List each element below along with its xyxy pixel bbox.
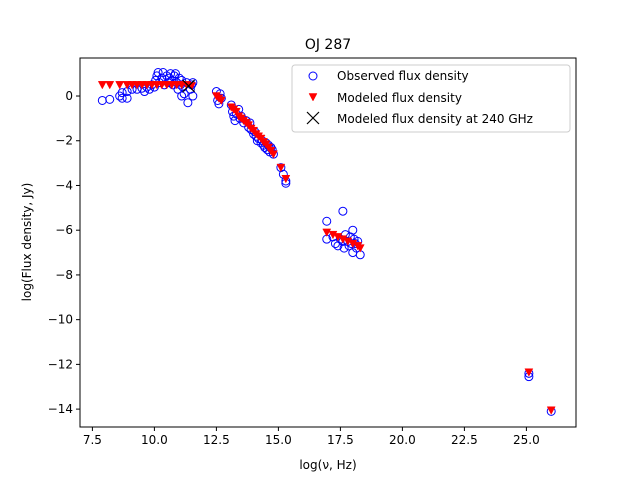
y-axis: 0 −2 −4 −6 −8 −10 −12 −14 (48, 89, 80, 416)
data-point-series-2 (182, 79, 196, 93)
data-point-series-1 (281, 175, 291, 184)
data-point-series-0 (105, 94, 115, 104)
data-point-series-0 (117, 88, 127, 98)
legend-box (291, 64, 571, 133)
data-point-series-0 (338, 206, 348, 216)
y-tick-label: −14 (48, 402, 73, 416)
legend-label-observed: Observed flux density (337, 69, 469, 83)
y-axis-label: log(Flux density, Jy) (20, 183, 34, 302)
x-tick-label: 7.5 (83, 433, 102, 447)
x-tick-label: 10.0 (141, 433, 168, 447)
data-point-series-1 (524, 368, 534, 377)
data-point-series-1 (355, 244, 365, 253)
data-point-series-0 (333, 241, 343, 251)
data-point-series-0 (144, 84, 154, 94)
data-point-series-1 (231, 107, 241, 117)
data-point-series-0 (322, 216, 332, 226)
data-point-series-1 (269, 150, 278, 159)
plot-points (97, 68, 556, 416)
legend-marker-2 (306, 111, 320, 125)
data-point-series-0 (169, 71, 179, 81)
data-point-series-0 (177, 91, 187, 101)
data-point-series-0 (230, 116, 240, 126)
data-point-series-0 (183, 98, 193, 108)
legend-label-modeled: Modeled flux density (337, 91, 462, 105)
x-tick-label: 20.0 (389, 433, 416, 447)
x-tick-label: 25.0 (513, 433, 540, 447)
data-point-series-0 (348, 225, 358, 235)
data-point-series-1 (115, 81, 125, 90)
data-point-series-1 (322, 228, 332, 237)
x-tick-label: 15.0 (265, 433, 292, 447)
plot-frame (79, 57, 577, 428)
legend-label-240ghz: Modeled flux density at 240 GHz (337, 112, 533, 126)
x-tick-label: 22.5 (451, 433, 478, 447)
chart-title: OJ 287 (305, 37, 351, 53)
data-point-series-1 (216, 96, 226, 106)
legend-marker-1 (308, 93, 318, 102)
x-axis-label: log(ν, Hz) (299, 458, 356, 472)
data-point-series-1 (105, 81, 115, 90)
legend-markers (306, 71, 320, 125)
y-tick-label: −6 (55, 223, 73, 237)
data-point-series-0 (139, 87, 149, 97)
data-point-series-1 (546, 406, 556, 415)
data-point-series-1 (97, 81, 107, 90)
data-point-series-0 (348, 248, 358, 258)
y-tick-label: −2 (55, 134, 73, 148)
y-tick-label: 0 (65, 89, 73, 103)
y-tick-label: −4 (55, 178, 73, 192)
x-tick-label: 17.5 (327, 433, 354, 447)
data-point-series-0 (339, 243, 349, 253)
x-axis: 7.5 10.0 12.5 15.0 17.5 20.0 22.5 25.0 (83, 427, 540, 447)
data-point-series-0 (117, 93, 127, 103)
data-point-series-1 (276, 163, 286, 173)
x-tick-label: 12.5 (203, 433, 230, 447)
legend-marker-0 (308, 71, 318, 81)
y-tick-label: −12 (48, 357, 73, 371)
data-point-series-0 (188, 91, 198, 101)
y-tick-label: −10 (48, 313, 73, 327)
y-tick-label: −8 (55, 268, 73, 282)
data-point-series-0 (122, 93, 132, 103)
legend: Observed flux density Modeled flux densi… (291, 64, 571, 133)
